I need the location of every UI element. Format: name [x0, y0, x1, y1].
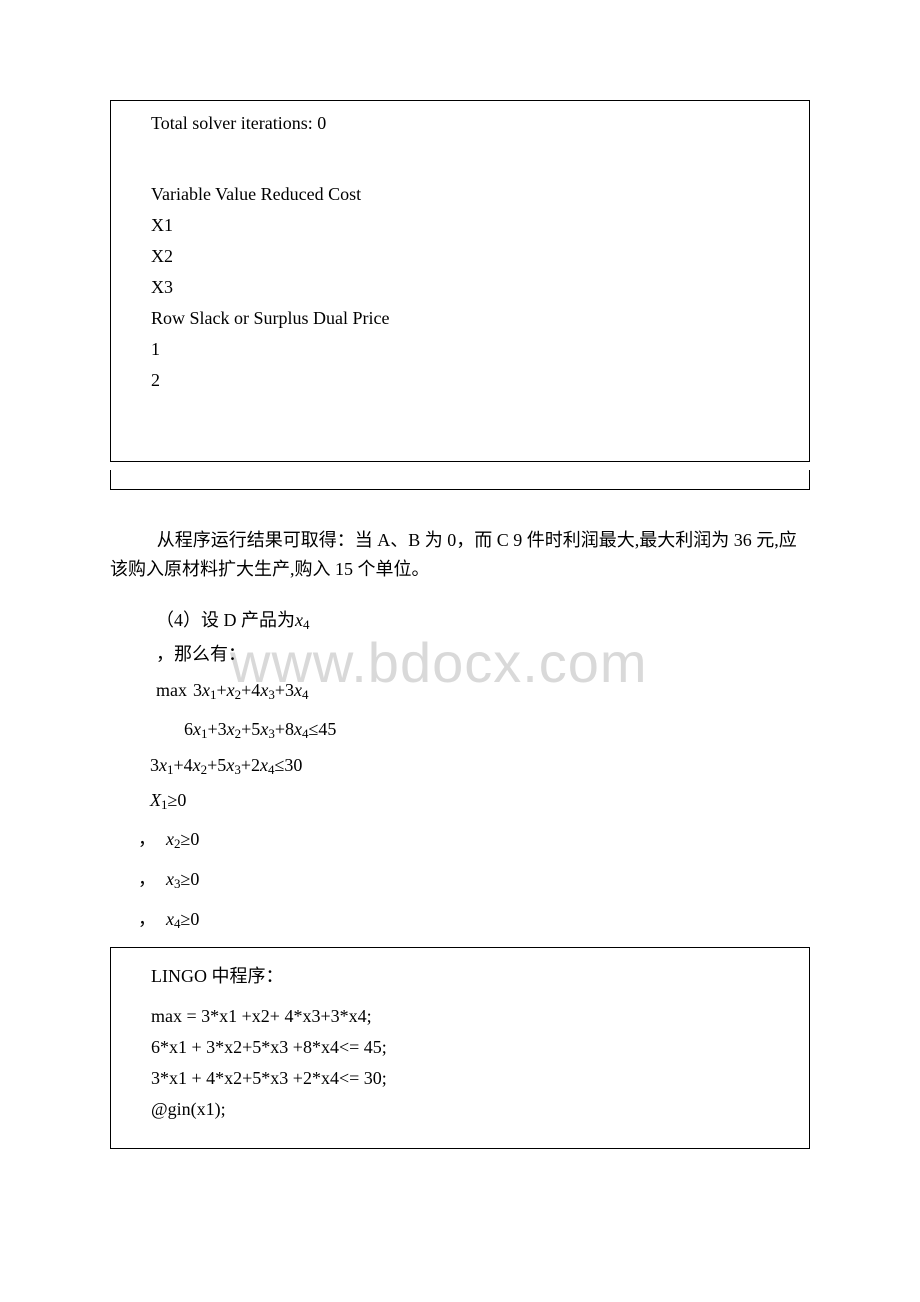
output-box-footer: [110, 470, 810, 490]
code-line: max = 3*x1 +x2+ 4*x3+3*x4;: [151, 1006, 769, 1027]
output-line: Variable Value Reduced Cost: [151, 184, 769, 205]
c6-sub: 4: [174, 916, 181, 932]
c5-var: x: [166, 869, 174, 890]
result-paragraph: 从程序运行结果可取得：当 A、B 为 0，而 C 9 件时利润最大,最大利润为 …: [110, 526, 810, 584]
intro-sub: 4: [303, 617, 310, 633]
math-intro: （4）设 D 产品为 x 4: [156, 606, 810, 632]
intro-label: （4）设 D 产品为: [156, 606, 295, 632]
c5-sub: 3: [174, 876, 181, 892]
c3-sub: 1: [161, 797, 168, 813]
math-constraint-4: ， x2≥0: [138, 825, 810, 851]
code-box: LINGO 中程序： max = 3*x1 +x2+ 4*x3+3*x4; 6*…: [110, 947, 810, 1149]
math-objective: max 3x1+x2+4x3+3x4: [156, 680, 810, 701]
math-constraint-5: ， x3≥0: [138, 865, 810, 891]
c4-sub: 2: [174, 836, 181, 852]
output-line: Row Slack or Surplus Dual Price: [151, 308, 769, 329]
math-constraint-3: X1≥0: [150, 790, 810, 811]
math-constraint-6: ， x4≥0: [138, 905, 810, 931]
c6-op: ≥0: [181, 909, 200, 930]
intro-var: x: [295, 610, 303, 631]
c5-op: ≥0: [181, 869, 200, 890]
c4-var: x: [166, 829, 174, 850]
code-line: 3*x1 + 4*x2+5*x3 +2*x4<= 30;: [151, 1068, 769, 1089]
page-content: Total solver iterations: 0 Variable Valu…: [110, 100, 810, 1149]
output-line: Total solver iterations: 0: [151, 113, 769, 134]
math-constraint-2: 3x1+4x2+5x3+2x4≤30: [150, 755, 810, 776]
then-text: ，那么有：: [156, 640, 246, 666]
output-line: X3: [151, 277, 769, 298]
output-line: 2: [151, 370, 769, 391]
output-line: X2: [151, 246, 769, 267]
c6-var: x: [166, 909, 174, 930]
code-line: 6*x1 + 3*x2+5*x3 +8*x4<= 45;: [151, 1037, 769, 1058]
output-box-1: Total solver iterations: 0 Variable Valu…: [110, 100, 810, 462]
output-line: X1: [151, 215, 769, 236]
c3-var: X: [150, 790, 161, 811]
math-then: ，那么有：: [156, 640, 810, 666]
output-line: 1: [151, 339, 769, 360]
c4-op: ≥0: [181, 829, 200, 850]
math-constraint-1: ， 6x1+3x2+5x3+8x4≤45: [156, 715, 810, 741]
spacer: [151, 144, 769, 174]
max-label: max: [156, 680, 187, 701]
c3-op: ≥0: [168, 790, 187, 811]
math-section: （4）设 D 产品为 x 4 ，那么有： max 3x1+x2+4x3+3x4 …: [156, 606, 810, 931]
code-title: LINGO 中程序：: [151, 962, 769, 988]
code-line: @gin(x1);: [151, 1099, 769, 1120]
